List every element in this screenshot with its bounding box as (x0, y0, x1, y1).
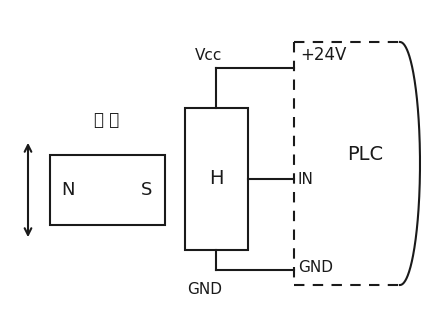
Text: +24V: +24V (300, 46, 346, 64)
Text: 磁 钢: 磁 钢 (95, 111, 119, 129)
Text: PLC: PLC (347, 145, 383, 165)
Text: GND: GND (187, 283, 223, 298)
Text: S: S (141, 181, 153, 199)
Text: IN: IN (298, 172, 314, 187)
Text: H: H (209, 169, 224, 189)
Bar (185, 108, 248, 250)
Text: Vcc: Vcc (195, 48, 223, 63)
Text: GND: GND (298, 261, 333, 276)
Bar (50, 155, 165, 225)
Text: N: N (61, 181, 75, 199)
